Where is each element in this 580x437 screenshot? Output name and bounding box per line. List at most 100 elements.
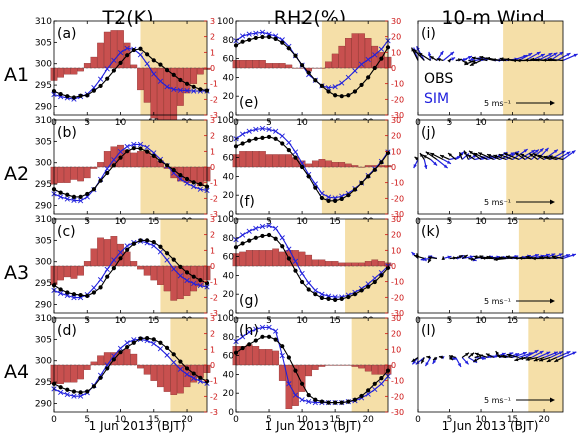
x-tick-label: 20 [538, 415, 550, 425]
x-tick-label: 10 [115, 415, 127, 425]
obs-wind-arrow-head [551, 255, 556, 259]
sim-wind-arrow-head [534, 253, 539, 258]
scale-arrow-head [550, 199, 555, 205]
obs-marker [253, 338, 258, 343]
y2-tick-label: 0 [210, 262, 215, 271]
y-tick-label: 310 [35, 17, 52, 27]
obs-marker [65, 94, 70, 99]
diff-bar [83, 364, 91, 370]
diff-bar [63, 364, 71, 383]
y-tick-label: 290 [35, 102, 52, 112]
obs-marker [240, 241, 245, 246]
obs-marker [118, 350, 123, 355]
sim-wind-arrow-head [457, 362, 461, 367]
obs-wind-arrow-head [492, 58, 496, 62]
obs-marker [198, 181, 203, 187]
sim-marker [266, 126, 272, 133]
sim-marker [97, 277, 104, 283]
diff-bar [325, 261, 332, 267]
x-tick-label: 0 [51, 415, 57, 425]
panel-letter: (i) [421, 26, 436, 42]
axes-frame [417, 218, 564, 314]
daytime-shading [503, 21, 563, 115]
sim-wind-arrow-head [423, 165, 428, 169]
obs-marker [359, 288, 364, 293]
sim-marker [253, 225, 259, 232]
sim-marker [259, 29, 266, 35]
y2-tick-label: 1 [210, 48, 215, 57]
y-tick-label: 60 [223, 253, 235, 263]
obs-marker [247, 37, 252, 42]
diff-bar [259, 151, 266, 168]
y2-tick-label: -30 [391, 408, 404, 417]
obs-marker [319, 83, 325, 88]
sim-marker [306, 280, 312, 286]
y2-tick-label: 10 [391, 345, 401, 354]
diff-bar [150, 67, 158, 119]
diff-bar [130, 152, 138, 168]
sim-marker [191, 184, 197, 190]
obs-marker [164, 345, 170, 351]
daytime-shading [518, 219, 563, 313]
y2-tick-label: -10 [391, 179, 404, 188]
panel-letter: (d) [57, 323, 77, 339]
sim-wind-arrow-head [566, 53, 571, 57]
sim-marker [279, 235, 285, 241]
obs-wind-arrow-head [471, 257, 475, 261]
sim-marker [259, 324, 266, 331]
sim-marker [273, 225, 279, 232]
obs-wind-arrow-head [496, 354, 501, 359]
sim-marker [197, 186, 203, 192]
obs-marker [339, 196, 344, 202]
y-tick-label: 100 [217, 17, 234, 27]
diff-bar [292, 364, 299, 406]
y2-tick-label: -2 [210, 293, 218, 302]
rh2-panel-4: 0 5 10 15 20 0 20 40 60 80 100 -30 -20 -10 0 10 20 30 (h) [217, 314, 404, 425]
diff-bar [245, 250, 253, 267]
obs-marker [151, 337, 156, 342]
sim-marker [197, 283, 203, 289]
diff-bar [259, 250, 266, 267]
obs-marker [178, 77, 183, 83]
diff-bar [351, 364, 359, 367]
obs-marker [280, 40, 285, 45]
obs-marker [71, 194, 77, 200]
y-tick-label: 80 [223, 333, 235, 343]
obs-marker [164, 68, 170, 73]
diff-bar [364, 364, 372, 372]
sim-wind-arrow-head [523, 149, 528, 153]
obs-marker [71, 95, 77, 100]
sim-marker [111, 157, 117, 163]
obs-marker [171, 167, 176, 173]
xlabel-wind: 1 Jun 2013 (BJT) [442, 419, 539, 433]
y2-tick-label: 1 [210, 345, 215, 354]
y2-tick-label: -20 [391, 194, 404, 203]
y-tick-label: 0 [228, 408, 234, 418]
sim-marker [246, 31, 252, 37]
obs-marker [299, 279, 305, 285]
obs-marker [379, 376, 384, 381]
y2-tick-label: -10 [391, 80, 404, 89]
obs-wind-arrow-head [448, 153, 452, 157]
diff-bar [364, 38, 372, 69]
diff-bar [338, 262, 346, 267]
obs-wind-arrow-head [499, 57, 504, 61]
y-tick-label: 100 [217, 314, 234, 324]
sim-wind-arrow-head [548, 53, 553, 57]
obs-marker [299, 164, 305, 170]
sim-marker [58, 290, 64, 296]
sim-marker [164, 84, 170, 90]
diff-bar [103, 151, 111, 168]
legend-sim: SIM [424, 91, 449, 107]
panel-letter: (e) [239, 95, 259, 111]
obs-marker [111, 357, 116, 362]
obs-marker [178, 264, 183, 269]
obs-wind-arrow-head [420, 153, 424, 157]
diff-bar [90, 166, 98, 169]
diff-bar [97, 355, 104, 366]
obs-wind-arrow-head [532, 256, 536, 261]
y2-tick-label: -1 [210, 80, 218, 89]
obs-wind-arrow-head [436, 58, 441, 62]
